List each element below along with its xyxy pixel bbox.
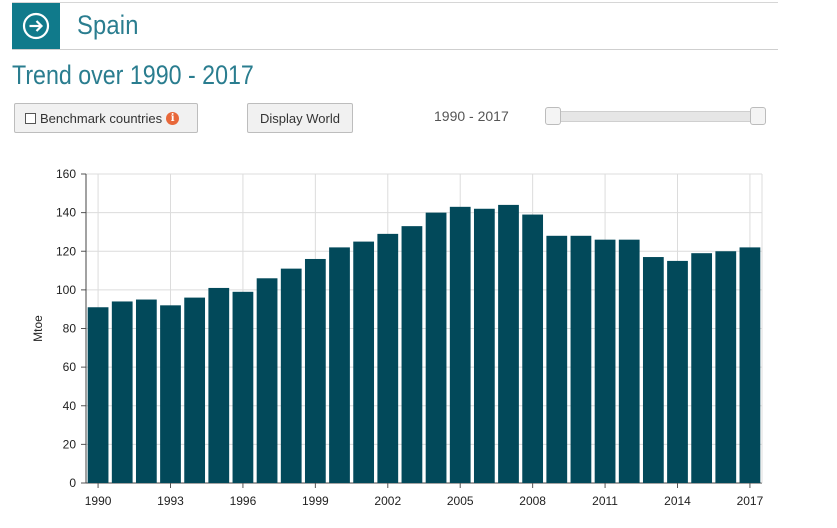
header-bar: Spain <box>12 2 778 50</box>
x-tick-label: 1990 <box>85 494 112 508</box>
y-tick-label: 120 <box>56 244 76 258</box>
x-tick-label: 2017 <box>737 494 764 508</box>
chart-subtitle: Trend over 1990 - 2017 <box>12 60 254 90</box>
x-tick-label: 1999 <box>302 494 329 508</box>
bar-2013 <box>642 257 664 483</box>
bar-2001 <box>353 241 375 483</box>
y-tick-label: 160 <box>56 167 76 181</box>
bar-2009 <box>546 235 568 483</box>
bar-1999 <box>304 258 326 483</box>
x-tick-label: 1996 <box>230 494 257 508</box>
y-axis-label: Mtoe <box>31 315 45 342</box>
bar-1993 <box>160 305 181 483</box>
arrow-right-circle-icon[interactable] <box>12 3 60 49</box>
x-tick-label: 2014 <box>664 494 691 508</box>
x-tick-label: 2005 <box>447 494 474 508</box>
year-range-label: 1990 - 2017 <box>434 108 509 124</box>
info-icon[interactable]: i <box>166 111 180 125</box>
page-title: Spain <box>77 10 139 40</box>
y-tick-label: 140 <box>56 206 76 220</box>
x-tick-label: 2011 <box>592 494 618 508</box>
bar-2000 <box>329 247 350 483</box>
benchmark-countries-button[interactable]: Benchmark countries i <box>14 103 198 133</box>
y-tick-label: 40 <box>63 399 77 413</box>
display-world-button[interactable]: Display World <box>247 103 353 133</box>
slider-handle-start[interactable] <box>545 107 561 125</box>
bar-1994 <box>184 297 206 483</box>
benchmark-checkbox[interactable] <box>25 112 36 124</box>
bar-1991 <box>111 301 133 483</box>
slider-handle-end[interactable] <box>750 107 766 125</box>
y-tick-label: 0 <box>69 476 76 490</box>
bar-2006 <box>473 208 495 483</box>
bar-2003 <box>401 226 423 484</box>
year-range-slider[interactable] <box>546 111 766 122</box>
bar-1998 <box>280 268 302 483</box>
bar-1990 <box>87 307 109 483</box>
bar-2016 <box>715 251 737 483</box>
bar-2010 <box>570 235 592 483</box>
bar-chart: 0 20 40 60 80 100 120 140 160 1990 1993 1996 1999 200… <box>31 167 764 508</box>
bar-2015 <box>691 253 713 483</box>
y-tick-label: 60 <box>63 360 77 374</box>
bar-1995 <box>208 287 230 483</box>
y-tick-label: 100 <box>56 283 76 297</box>
bar-2007 <box>498 204 519 483</box>
bar-2008 <box>522 214 544 483</box>
y-tick-label: 80 <box>63 322 77 336</box>
bar-1996 <box>232 291 254 483</box>
bar-2004 <box>425 212 447 483</box>
bar-2002 <box>377 233 399 483</box>
y-tick-label: 20 <box>63 437 77 451</box>
bar-2017 <box>739 247 761 483</box>
bar-2014 <box>667 260 688 483</box>
bar-1992 <box>135 299 157 483</box>
x-tick-label: 1993 <box>157 494 184 508</box>
bar-2005 <box>449 206 471 484</box>
x-tick-label: 2008 <box>519 494 546 508</box>
bar-1997 <box>256 278 278 483</box>
x-tick-label: 2002 <box>374 494 401 508</box>
bar-2011 <box>594 239 616 483</box>
bar-2012 <box>618 239 640 483</box>
benchmark-label: Benchmark countries <box>40 110 163 126</box>
